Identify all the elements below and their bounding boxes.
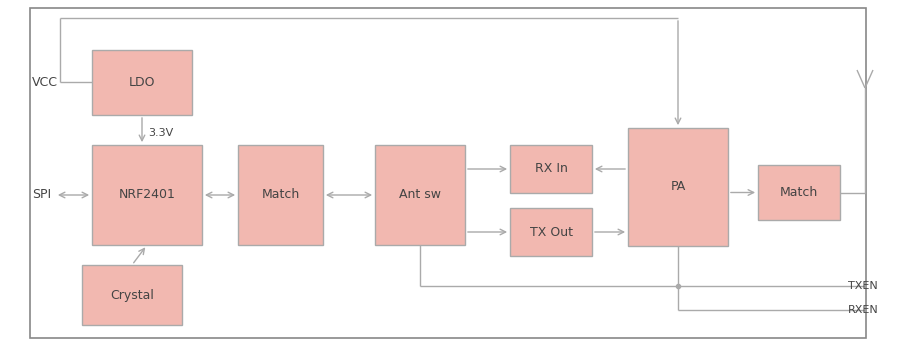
- Text: TX Out: TX Out: [529, 226, 572, 239]
- Text: Match: Match: [261, 189, 300, 202]
- Text: PA: PA: [671, 180, 685, 193]
- Text: Ant sw: Ant sw: [399, 189, 441, 202]
- Text: TXEN: TXEN: [848, 281, 878, 291]
- Text: RXEN: RXEN: [848, 305, 878, 315]
- Text: 3.3V: 3.3V: [148, 128, 173, 138]
- Text: LDO: LDO: [129, 76, 155, 89]
- Text: VCC: VCC: [32, 76, 58, 89]
- Bar: [628, 128, 728, 246]
- Bar: [92, 50, 192, 115]
- Text: SPI: SPI: [32, 189, 51, 202]
- Text: Match: Match: [780, 186, 818, 199]
- Text: RX In: RX In: [535, 162, 567, 175]
- Bar: [238, 145, 323, 245]
- Bar: [82, 265, 182, 325]
- Bar: [375, 145, 465, 245]
- Bar: [510, 208, 592, 256]
- Bar: [758, 165, 840, 220]
- Text: NRF2401: NRF2401: [118, 189, 176, 202]
- Bar: [92, 145, 202, 245]
- Text: Crystal: Crystal: [110, 288, 154, 301]
- Bar: [510, 145, 592, 193]
